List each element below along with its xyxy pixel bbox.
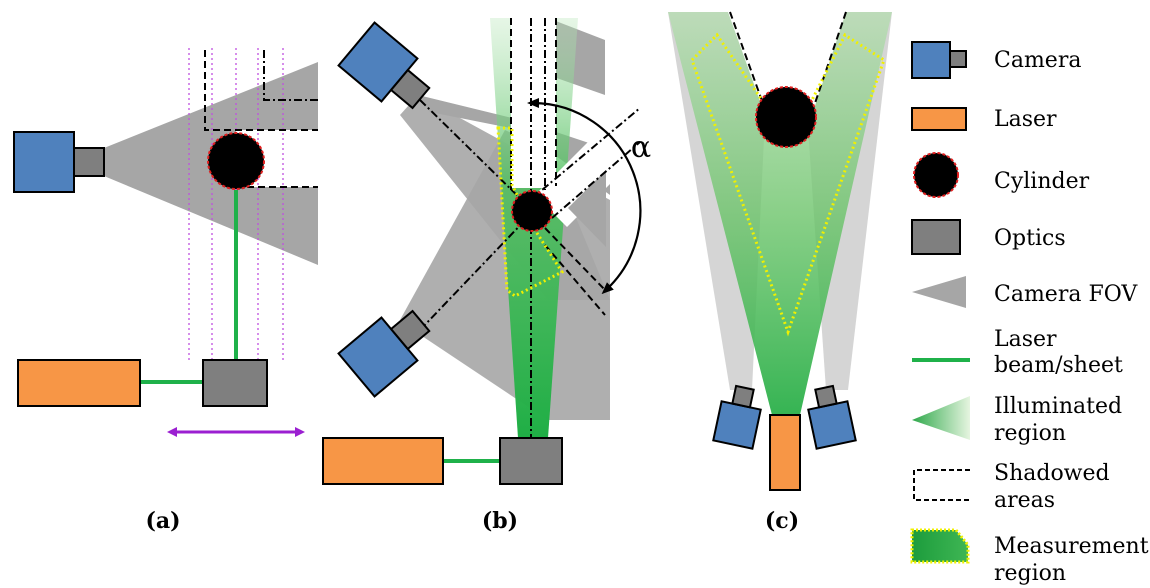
legend-fov-icon: [912, 276, 966, 308]
camera-body-c-left: [712, 400, 762, 450]
panel-label-b: (b): [482, 508, 518, 534]
camera-lens-a: [73, 147, 105, 177]
legend-illuminated: Illuminated region: [912, 394, 1122, 446]
camera-lens-c-right: [814, 384, 838, 409]
camera-lens-b-bottom: [389, 309, 431, 351]
panel-c: (c): [668, 11, 892, 534]
laser-b: [322, 437, 444, 485]
camera-c-right: [807, 384, 857, 450]
shadow-outline-a: [204, 50, 318, 188]
legend-fov-label: Camera FOV: [994, 282, 1138, 307]
legend-cylinder-icon: [913, 152, 959, 198]
angle-arc-alpha: [527, 98, 642, 295]
legend-beam-label-1: Laser: [994, 327, 1057, 352]
legend-camera-label: Camera: [994, 48, 1081, 73]
camera-b-top: [337, 21, 431, 110]
panel-label-c: (c): [765, 508, 799, 534]
legend-laser: Laser: [911, 107, 1057, 132]
optics-a: [202, 359, 268, 407]
legend-optics-icon: [911, 219, 961, 255]
legend-laser-label: Laser: [994, 107, 1057, 132]
illuminated-region-c: [668, 12, 892, 415]
camera-lens-c-left: [731, 384, 755, 409]
legend-shadowed: Shadowed areas: [913, 461, 1110, 513]
shadow-outline-c-left: [729, 11, 767, 113]
cylinder-b: [511, 190, 553, 232]
legend-laser-beam: Laser beam/sheet: [912, 327, 1123, 378]
legend-measurement-label-1: Measurement: [994, 534, 1149, 559]
laser-c: [769, 414, 801, 491]
legend-camera-fov: Camera FOV: [912, 276, 1138, 308]
legend-measurement-icon: [910, 528, 970, 564]
cylinder-a: [207, 132, 265, 190]
camera-c-left: [712, 384, 762, 450]
cylinder-c: [755, 86, 817, 148]
camera-lens-b-top: [389, 68, 431, 110]
panel-b: α (b): [322, 18, 651, 534]
shadow-outline-a2: [263, 50, 318, 101]
camera-body-a: [13, 131, 75, 193]
legend-beam-label-2: beam/sheet: [994, 353, 1123, 378]
legend-optics: Optics: [911, 219, 1066, 255]
legend-camera: Camera: [911, 41, 1081, 79]
legend: Camera Laser Cylinder Optics Camera FOV …: [910, 41, 1149, 586]
legend-shadowed-label-2: areas: [994, 488, 1055, 513]
legend-illuminated-label-2: region: [994, 421, 1066, 446]
legend-shadow-icon-top: [913, 469, 970, 501]
camera-b-bottom: [337, 309, 431, 398]
legend-laser-icon: [911, 107, 967, 131]
legend-optics-label: Optics: [994, 226, 1066, 251]
legend-cylinder-label: Cylinder: [994, 169, 1090, 194]
legend-measurement: Measurement region: [910, 528, 1149, 586]
laser-a: [17, 359, 141, 407]
camera-body-c-right: [807, 400, 857, 450]
optics-b: [499, 437, 563, 485]
panel-a: (a): [13, 48, 318, 534]
legend-camera-icon: [911, 41, 951, 79]
legend-shadowed-label-1: Shadowed: [994, 461, 1110, 486]
shadow-outline-c-right: [811, 11, 847, 113]
legend-illuminated-icon: [912, 396, 970, 440]
legend-cylinder: Cylinder: [913, 152, 1090, 198]
angle-symbol-alpha: α: [631, 130, 651, 165]
measurement-region-c: [690, 32, 886, 337]
legend-illuminated-label-1: Illuminated: [994, 394, 1122, 419]
panel-label-a: (a): [145, 508, 180, 534]
legend-measurement-label-2: region: [994, 561, 1066, 586]
legend-camera-lens: [949, 50, 967, 68]
